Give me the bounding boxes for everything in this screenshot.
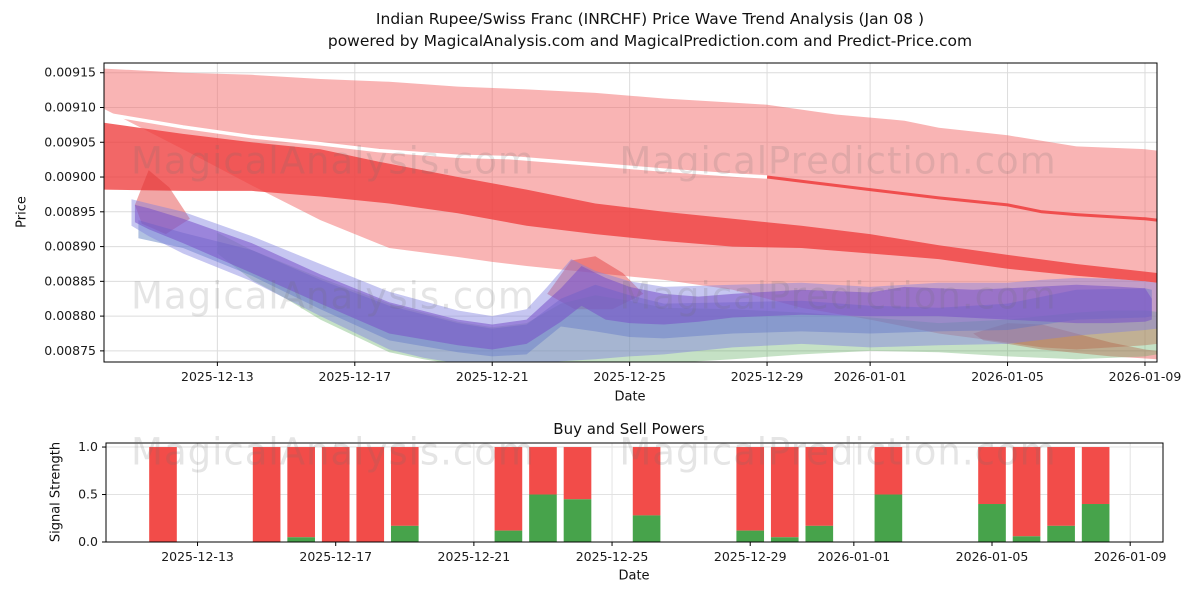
- signal-x-tick-label: 2026-01-05: [956, 549, 1029, 564]
- buy-bar-segment: [529, 494, 557, 542]
- price-x-tick-label: 2025-12-25: [593, 369, 666, 384]
- sell-bar-segment: [529, 447, 557, 495]
- signal-x-tick-label: 2025-12-25: [576, 549, 649, 564]
- price-x-tick-label: 2025-12-21: [456, 369, 529, 384]
- sell-bar-segment: [978, 447, 1006, 505]
- sell-bar-segment: [874, 447, 903, 495]
- buy-bar-segment: [563, 499, 592, 542]
- signal-x-tick-label: 2026-01-09: [1094, 549, 1167, 564]
- inner-red-band: [104, 122, 1157, 283]
- sell-bar-segment: [494, 447, 523, 531]
- price-y-tick-label: 0.00880: [44, 308, 96, 323]
- price-x-axis-label: Date: [614, 389, 646, 405]
- sell-bar-segment: [356, 447, 385, 542]
- sell-bar-segment: [390, 447, 419, 526]
- sell-bar-segment: [736, 447, 765, 531]
- sell-bar-segment: [805, 447, 834, 526]
- price-axes-frame: [103, 62, 1158, 363]
- sell-bar-segment: [770, 447, 799, 538]
- price-x-tick-label: 2026-01-01: [834, 369, 907, 384]
- signal-x-tick-label: 2025-12-21: [438, 549, 511, 564]
- chart-subtitle: powered by MagicalAnalysis.com and Magic…: [327, 32, 973, 50]
- chart-title: Indian Rupee/Swiss Franc (INRCHF) Price …: [375, 10, 925, 28]
- signal-y-axis-label: Signal Strength: [48, 441, 64, 543]
- price-y-tick-label: 0.00910: [44, 100, 96, 115]
- price-y-tick-label: 0.00905: [44, 134, 96, 149]
- sell-bar-segment: [563, 447, 592, 500]
- buy-bar-segment: [494, 530, 523, 542]
- signal-chart: 0.0 0.5 1.0 2025-12-13 2025-12-17 2025-12-21 2…: [78, 439, 1166, 564]
- figure-title-block: Indian Rupee/Swiss Franc (INRCHF) Price …: [100, 8, 1200, 52]
- price-x-tick-label: 2026-01-05: [971, 369, 1044, 384]
- signal-x-axis-label: Date: [618, 568, 650, 584]
- sell-bar-segment: [1012, 447, 1041, 537]
- buy-bar-segment: [390, 525, 419, 542]
- price-x-tick-label: 2026-01-09: [1109, 369, 1182, 384]
- buy-bar-segment: [805, 525, 834, 542]
- buy-bar-segment: [1012, 536, 1041, 542]
- price-x-tick-label: 2025-12-13: [181, 369, 254, 384]
- sell-bar-segment: [287, 447, 315, 538]
- signal-y-tick-label: 0.0: [78, 534, 98, 549]
- signal-y-tick-label: 1.0: [78, 439, 98, 454]
- price-x-tick-label: 2025-12-29: [731, 369, 804, 384]
- signal-y-tick-label: 0.5: [78, 487, 98, 502]
- signal-bars: [149, 447, 1110, 542]
- price-y-tick-label: 0.00915: [44, 65, 96, 80]
- sell-bar-segment: [1047, 447, 1075, 526]
- sell-bar-segment: [1081, 447, 1110, 505]
- price-tick-labels: 0.00875 0.00880 0.00885 0.00890 0.00895 0.009…: [44, 65, 1181, 384]
- buy-bar-segment: [874, 494, 903, 542]
- price-y-tick-label: 0.00890: [44, 239, 96, 254]
- buy-bar-segment: [632, 515, 661, 542]
- sell-bar-segment: [149, 447, 177, 542]
- right-red-wedge: [973, 323, 1157, 360]
- signal-ticks: [102, 446, 1131, 546]
- sell-bar-segment: [321, 447, 350, 542]
- buy-bar-segment: [770, 537, 799, 542]
- price-chart: 0.00875 0.00880 0.00885 0.00890 0.00895 0.009…: [44, 62, 1181, 384]
- price-y-tick-label: 0.00900: [44, 169, 96, 184]
- buy-bar-segment: [287, 537, 315, 542]
- price-ticks: [100, 72, 1146, 366]
- signal-axes-frame: [105, 442, 1164, 543]
- price-x-tick-label: 2025-12-17: [318, 369, 391, 384]
- signal-tick-labels: 0.0 0.5 1.0 2025-12-13 2025-12-17 2025-12-21 2…: [78, 439, 1166, 564]
- purple-band: [134, 204, 1152, 350]
- price-y-tick-label: 0.00885: [44, 273, 96, 288]
- price-y-axis-label: Price: [14, 196, 30, 228]
- price-bands: [104, 68, 1157, 362]
- signal-x-tick-label: 2025-12-13: [161, 549, 234, 564]
- signal-x-tick-label: 2025-12-17: [299, 549, 372, 564]
- signal-x-tick-label: 2026-01-01: [818, 549, 891, 564]
- median-line-forecast: [766, 175, 1157, 222]
- sell-bar-segment: [632, 447, 661, 516]
- buy-bar-segment: [978, 504, 1006, 542]
- buy-bar-segment: [736, 530, 765, 542]
- signal-chart-title: Buy and Sell Powers: [553, 420, 705, 438]
- sell-bar-segment: [252, 447, 281, 542]
- buy-bar-segment: [1081, 504, 1110, 542]
- buy-bar-segment: [1047, 525, 1075, 542]
- price-y-tick-label: 0.00895: [44, 204, 96, 219]
- median-line-history: [104, 112, 768, 179]
- price-y-tick-label: 0.00875: [44, 343, 96, 358]
- signal-x-tick-label: 2025-12-29: [714, 549, 787, 564]
